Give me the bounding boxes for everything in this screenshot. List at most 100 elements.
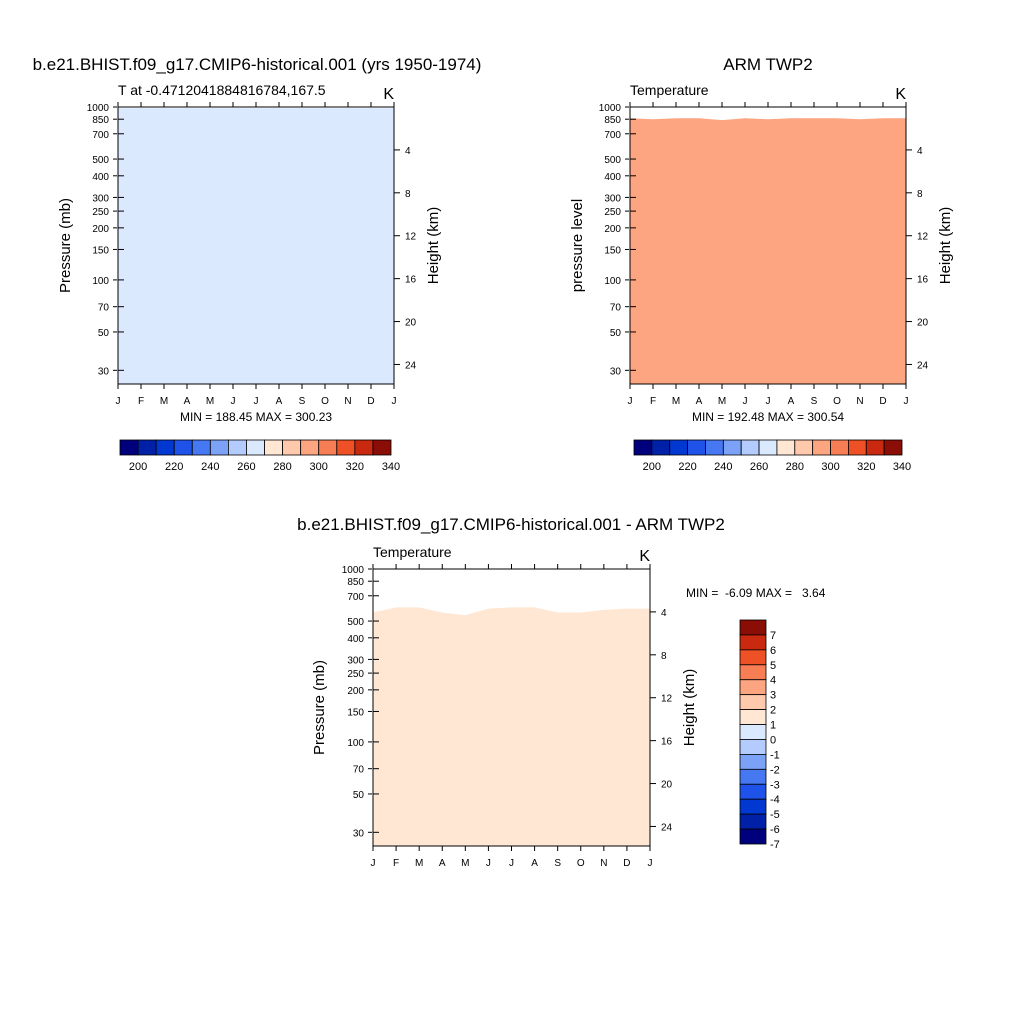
y2-tick-label: 20 xyxy=(405,318,417,329)
colorbar-label: -7 xyxy=(770,839,780,851)
y-tick-label: 100 xyxy=(347,738,364,749)
chart-title: ARM TWP2 xyxy=(723,55,812,74)
x-tick-label: A xyxy=(184,396,191,407)
y-tick-label: 400 xyxy=(92,172,109,183)
colorbar-box xyxy=(758,439,778,456)
variable-label: T at -0.4712041884816784,167.5 xyxy=(118,82,326,98)
colorbar-label: 2 xyxy=(770,705,776,717)
colorbar-label: 200 xyxy=(129,461,147,473)
y2-tick-label: 20 xyxy=(661,780,673,791)
colorbar-box xyxy=(246,439,265,456)
colorbar-box xyxy=(739,783,767,800)
colorbar-box xyxy=(830,439,849,456)
y-tick-label: 70 xyxy=(610,303,622,314)
variable-label: Temperature xyxy=(373,544,452,560)
colorbar: 200 220 240 260 280 300 320 340 xyxy=(633,439,911,473)
colorbar-box xyxy=(848,439,867,456)
y2-tick-label: 4 xyxy=(661,608,667,619)
y-tick-label: 250 xyxy=(92,207,109,218)
y2-tick-label: 8 xyxy=(917,189,923,200)
variable-label: Temperature xyxy=(630,82,709,98)
x-tick-label: A xyxy=(276,396,283,407)
colorbar-box xyxy=(669,439,689,456)
y-tick-label: 200 xyxy=(604,224,621,235)
x-tick-label: O xyxy=(577,858,585,869)
y-tick-label: 30 xyxy=(610,366,622,377)
x-tick-label: J xyxy=(766,396,771,407)
colorbar-box xyxy=(739,739,767,755)
x-tick-label: J xyxy=(254,396,259,407)
colorbar-label: 260 xyxy=(237,461,255,473)
colorbar-label: 1 xyxy=(770,720,776,732)
y2-tick-label: 20 xyxy=(917,318,929,329)
y-tick-label: 1000 xyxy=(87,103,110,114)
colorbar-box xyxy=(739,813,767,830)
colorbar-box xyxy=(282,439,302,456)
colorbar-label: 200 xyxy=(643,461,661,473)
colorbar-label: 3 xyxy=(770,690,776,702)
y-tick-label: 200 xyxy=(347,686,364,697)
x-tick-label: J xyxy=(371,858,376,869)
y-tick-label: 300 xyxy=(604,193,621,204)
x-tick-label: M xyxy=(672,396,680,407)
x-tick-label: A xyxy=(439,858,446,869)
x-tick-label: J xyxy=(743,396,748,407)
colorbar-label: 260 xyxy=(750,461,768,473)
y-tick-label: 250 xyxy=(347,669,364,680)
y-tick-label: 30 xyxy=(98,366,110,377)
colorbar-label: 240 xyxy=(201,461,219,473)
x-tick-label: J xyxy=(392,396,397,407)
colorbar-label: 0 xyxy=(770,734,776,746)
colorbar-label: 320 xyxy=(346,461,364,473)
colorbar-box xyxy=(264,439,283,456)
colorbar-label: 280 xyxy=(786,461,804,473)
x-tick-label: S xyxy=(554,858,561,869)
colorbar-box xyxy=(633,439,653,456)
colorbar-box xyxy=(865,439,885,456)
y-tick-label: 50 xyxy=(610,328,622,339)
x-tick-label: O xyxy=(833,396,841,407)
x-tick-label: D xyxy=(367,396,374,407)
units-label: K xyxy=(383,86,394,103)
colorbar-box xyxy=(740,439,760,456)
colorbar-box xyxy=(739,798,767,815)
colorbar-box xyxy=(776,439,796,456)
y2-tick-label: 24 xyxy=(917,360,929,371)
y-tick-label: 500 xyxy=(604,155,621,166)
colorbar-label: 220 xyxy=(165,461,183,473)
y2-tick-label: 8 xyxy=(661,651,667,662)
y-tick-label: 100 xyxy=(92,276,109,287)
y-tick-label: 1000 xyxy=(342,565,365,576)
colorbar-box xyxy=(739,649,767,666)
colorbar-box xyxy=(812,439,831,456)
y-tick-label: 850 xyxy=(347,577,364,588)
colorbar-box xyxy=(722,439,742,456)
colorbar-label: -5 xyxy=(770,809,780,821)
chart-title: b.e21.BHIST.f09_g17.CMIP6-historical.001… xyxy=(33,55,482,74)
y2-tick-label: 16 xyxy=(661,737,673,748)
colorbar-box xyxy=(119,439,139,456)
colorbar-box xyxy=(739,768,767,785)
x-tick-label: M xyxy=(160,396,168,407)
y-tick-label: 250 xyxy=(604,207,621,218)
y-tick-label: 100 xyxy=(604,276,621,287)
colorbar-label: 220 xyxy=(678,461,696,473)
x-tick-label: F xyxy=(138,396,144,407)
y-tick-label: 700 xyxy=(347,592,364,603)
colorbar-box xyxy=(137,439,157,456)
x-tick-label: N xyxy=(856,396,863,407)
y2-tick-label: 24 xyxy=(405,360,417,371)
y-tick-label: 400 xyxy=(347,634,364,645)
colorbar-label: 5 xyxy=(770,660,776,672)
colorbar-box xyxy=(739,694,767,711)
y2-tick-label: 16 xyxy=(917,275,929,286)
colorbar-label: 4 xyxy=(770,675,776,687)
colorbar-label: 300 xyxy=(310,461,328,473)
x-tick-label: J xyxy=(648,858,653,869)
colorbar-label: 340 xyxy=(382,461,400,473)
x-tick-label: A xyxy=(788,396,795,407)
x-tick-label: N xyxy=(344,396,351,407)
y-tick-label: 30 xyxy=(353,828,365,839)
y-tick-label: 70 xyxy=(98,303,110,314)
y-tick-label: 400 xyxy=(604,172,621,183)
